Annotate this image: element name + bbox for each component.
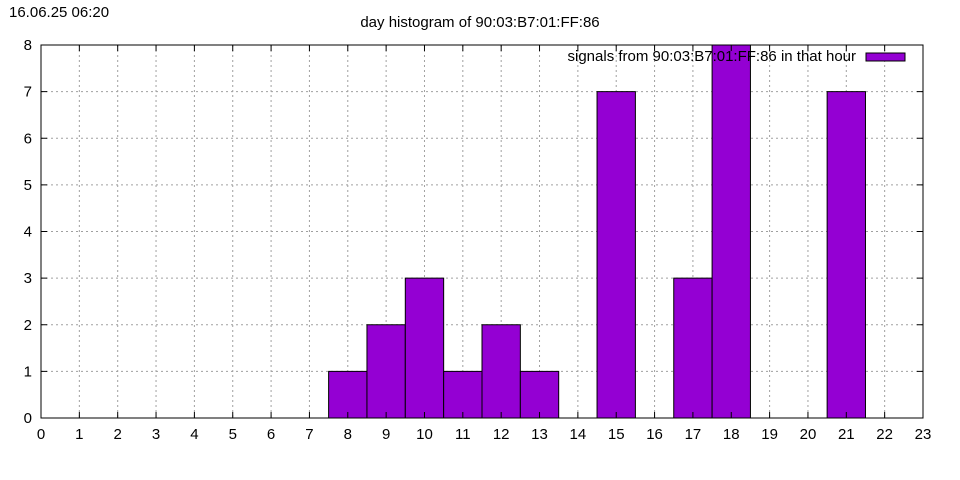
bar-hour-21 [826, 91, 866, 419]
x-tick-label: 11 [455, 426, 471, 443]
x-tick-label: 6 [267, 426, 275, 443]
y-tick-label: 8 [24, 37, 32, 54]
x-tick-label: 20 [800, 426, 817, 443]
x-tick-label: 12 [493, 426, 510, 443]
x-tick-label: 22 [876, 426, 893, 443]
timestamp: 16.06.25 06:20 [9, 4, 110, 21]
x-tick-label: 0 [37, 426, 45, 443]
legend: signals from 90:03:B7:01:FF:86 in that h… [568, 48, 906, 65]
legend-label: signals from 90:03:B7:01:FF:86 in that h… [568, 48, 857, 65]
bar-hour-11 [443, 370, 483, 419]
x-tick-label: 5 [229, 426, 237, 443]
y-tick-label: 5 [24, 177, 32, 194]
y-tick-label: 1 [24, 363, 32, 380]
y-tick-label: 7 [24, 84, 32, 101]
x-tick-label: 2 [114, 426, 122, 443]
x-tick-label: 15 [608, 426, 625, 443]
x-tick-label: 7 [305, 426, 313, 443]
bars [328, 44, 866, 419]
x-tick-label: 3 [152, 426, 160, 443]
bar-hour-8 [328, 370, 368, 419]
bar-hour-18 [711, 44, 751, 419]
bar-hour-13 [519, 370, 560, 419]
x-tick-label: 1 [75, 426, 83, 443]
ticks: 0 1 2 3 4 5 6 7 8 9 10 11 12 13 14 15 16 17 18 19 20 21 22 2301… [24, 37, 932, 443]
x-tick-label: 19 [761, 426, 778, 443]
x-tick-label: 9 [382, 426, 390, 443]
x-tick-label: 21 [838, 426, 855, 443]
x-tick-label: 14 [570, 426, 587, 443]
y-tick-label: 3 [24, 270, 32, 287]
bar-hour-10 [404, 277, 445, 419]
legend-swatch [865, 52, 906, 62]
y-tick-label: 0 [24, 410, 32, 427]
bar-hour-17 [673, 277, 713, 419]
x-tick-label: 16 [646, 426, 663, 443]
bar-hour-12 [481, 324, 521, 419]
x-tick-label: 8 [344, 426, 352, 443]
x-tick-label: 17 [685, 426, 702, 443]
x-tick-label: 4 [190, 426, 198, 443]
x-tick-label: 10 [416, 426, 433, 443]
bar-hour-15 [596, 91, 636, 419]
x-tick-label: 23 [915, 426, 932, 443]
bar-hour-9 [366, 324, 406, 419]
x-tick-label: 13 [531, 426, 548, 443]
y-tick-label: 6 [24, 130, 32, 147]
y-tick-label: 2 [24, 317, 32, 334]
chart-title: day histogram of 90:03:B7:01:FF:86 [360, 14, 599, 31]
y-tick-label: 4 [24, 224, 32, 241]
x-tick-label: 18 [723, 426, 740, 443]
